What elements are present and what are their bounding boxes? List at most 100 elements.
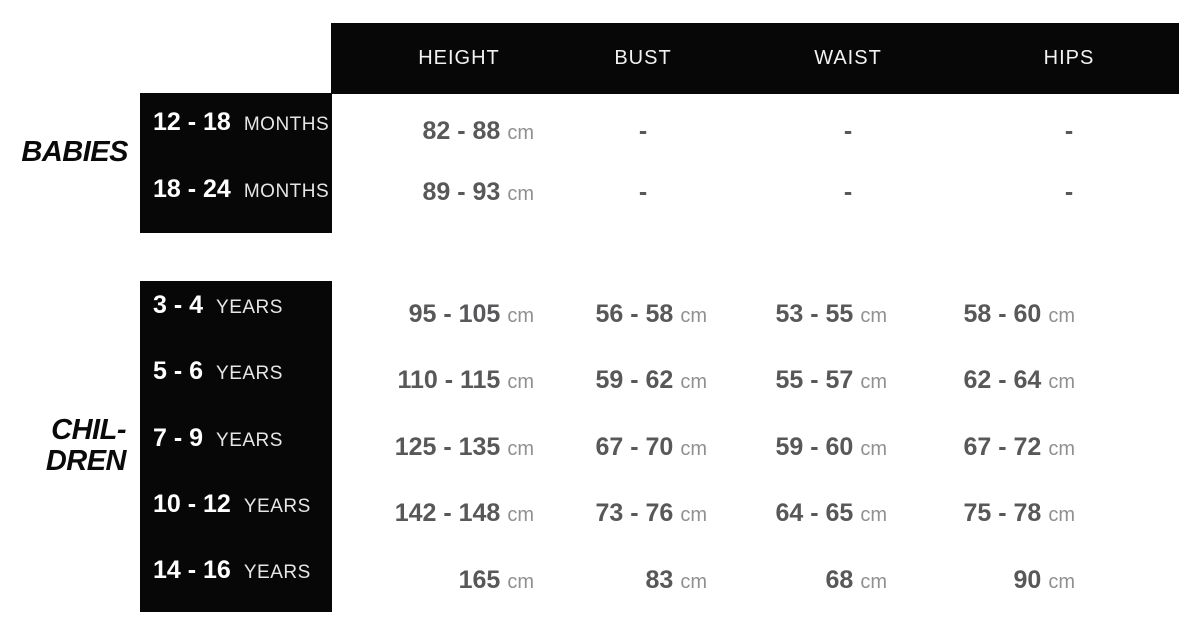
cell-height: 89 - 93 cm xyxy=(374,177,534,211)
height-unit: cm xyxy=(507,122,534,144)
bust-unit: cm xyxy=(680,571,707,593)
waist-value: 68 xyxy=(825,566,854,594)
age-unit: YEARS xyxy=(216,297,283,318)
waist-value: - xyxy=(843,117,853,145)
bust-unit: cm xyxy=(680,371,707,393)
height-unit: cm xyxy=(507,504,534,526)
age-label: 18 - 24 MONTHS xyxy=(153,174,329,208)
waist-unit: cm xyxy=(860,371,887,393)
hips-value: 58 - 60 xyxy=(963,300,1042,328)
hips-value: 90 xyxy=(1013,566,1042,594)
column-header-hips: HIPS xyxy=(1043,47,1095,69)
hips-unit: cm xyxy=(1048,438,1075,460)
babies-age-box xyxy=(140,93,332,233)
cell-waist: 55 - 57 cm xyxy=(727,365,887,399)
age-range: 5 - 6 xyxy=(153,357,204,385)
waist-value: 53 - 55 xyxy=(775,300,854,328)
waist-value: 55 - 57 xyxy=(775,366,854,394)
cell-bust: 83 cm xyxy=(547,565,707,599)
age-unit: YEARS xyxy=(216,430,283,451)
age-range: 10 - 12 xyxy=(153,490,231,518)
group-label-babies: BABIES xyxy=(0,137,128,168)
age-label: 14 - 16 YEARS xyxy=(153,555,311,589)
cell-hips: 67 - 72 cm xyxy=(915,432,1075,466)
cell-bust: 56 - 58 cm xyxy=(547,299,707,333)
height-value: 142 - 148 xyxy=(394,499,501,527)
waist-unit: cm xyxy=(860,305,887,327)
age-unit: MONTHS xyxy=(243,114,330,135)
hips-value: 67 - 72 xyxy=(963,433,1042,461)
hips-unit: cm xyxy=(1048,305,1075,327)
age-label: 12 - 18 MONTHS xyxy=(153,107,329,141)
waist-unit: cm xyxy=(860,571,887,593)
children-label-line1: CHIL- xyxy=(51,414,126,446)
bust-value: 67 - 70 xyxy=(595,433,674,461)
height-value: 89 - 93 xyxy=(422,178,501,206)
waist-value: - xyxy=(843,178,853,206)
age-label: 3 - 4 YEARS xyxy=(153,290,283,324)
bust-unit: cm xyxy=(680,438,707,460)
age-label: 5 - 6 YEARS xyxy=(153,356,283,390)
column-header-bust: BUST xyxy=(614,47,672,69)
cell-bust: - xyxy=(563,177,723,211)
hips-value: - xyxy=(1064,117,1074,145)
height-value: 165 xyxy=(458,566,501,594)
height-unit: cm xyxy=(507,371,534,393)
column-header-height: HEIGHT xyxy=(418,47,500,69)
hips-value: - xyxy=(1064,178,1074,206)
waist-value: 64 - 65 xyxy=(775,499,854,527)
height-value: 82 - 88 xyxy=(422,117,501,145)
children-age-box xyxy=(140,281,332,612)
waist-unit: cm xyxy=(860,504,887,526)
hips-unit: cm xyxy=(1048,504,1075,526)
age-unit: YEARS xyxy=(243,496,311,517)
height-unit: cm xyxy=(507,438,534,460)
cell-hips: 58 - 60 cm xyxy=(915,299,1075,333)
group-label-children: CHIL- DREN xyxy=(0,414,127,477)
bust-value: 56 - 58 xyxy=(595,300,674,328)
cell-waist: 53 - 55 cm xyxy=(727,299,887,333)
children-label-line2: DREN xyxy=(45,445,127,477)
cell-waist: 68 cm xyxy=(727,565,887,599)
bust-value: 83 xyxy=(645,566,674,594)
cell-waist: - xyxy=(768,116,928,150)
cell-bust: - xyxy=(563,116,723,150)
cell-height: 82 - 88 cm xyxy=(374,116,534,150)
cell-hips: 90 cm xyxy=(915,565,1075,599)
waist-unit: cm xyxy=(860,438,887,460)
height-unit: cm xyxy=(507,305,534,327)
cell-height: 110 - 115 cm xyxy=(374,365,534,399)
hips-value: 75 - 78 xyxy=(963,499,1042,527)
age-unit: MONTHS xyxy=(243,181,330,202)
height-value: 95 - 105 xyxy=(408,300,501,328)
bust-value: 59 - 62 xyxy=(595,366,674,394)
hips-unit: cm xyxy=(1048,371,1075,393)
hips-unit: cm xyxy=(1048,571,1075,593)
height-value: 110 - 115 xyxy=(397,366,501,394)
cell-bust: 59 - 62 cm xyxy=(547,365,707,399)
waist-value: 59 - 60 xyxy=(775,433,854,461)
age-range: 7 - 9 xyxy=(153,424,204,452)
age-unit: YEARS xyxy=(243,562,311,583)
column-header-bar: HEIGHT BUST WAIST HIPS xyxy=(331,23,1179,94)
cell-height: 165 cm xyxy=(374,565,534,599)
column-header-waist: WAIST xyxy=(814,47,882,69)
age-range: 12 - 18 xyxy=(153,108,231,136)
bust-value: - xyxy=(638,117,648,145)
cell-waist: 59 - 60 cm xyxy=(727,432,887,466)
cell-hips: - xyxy=(989,116,1149,150)
cell-waist: - xyxy=(768,177,928,211)
age-range: 14 - 16 xyxy=(153,556,231,584)
cell-height: 142 - 148 cm xyxy=(374,498,534,532)
height-unit: cm xyxy=(507,571,534,593)
cell-bust: 73 - 76 cm xyxy=(547,498,707,532)
age-range: 18 - 24 xyxy=(153,175,231,203)
bust-unit: cm xyxy=(680,305,707,327)
bust-value: 73 - 76 xyxy=(595,499,674,527)
age-unit: YEARS xyxy=(216,363,283,384)
bust-unit: cm xyxy=(680,504,707,526)
bust-value: - xyxy=(638,178,648,206)
cell-bust: 67 - 70 cm xyxy=(547,432,707,466)
height-value: 125 - 135 xyxy=(394,433,501,461)
